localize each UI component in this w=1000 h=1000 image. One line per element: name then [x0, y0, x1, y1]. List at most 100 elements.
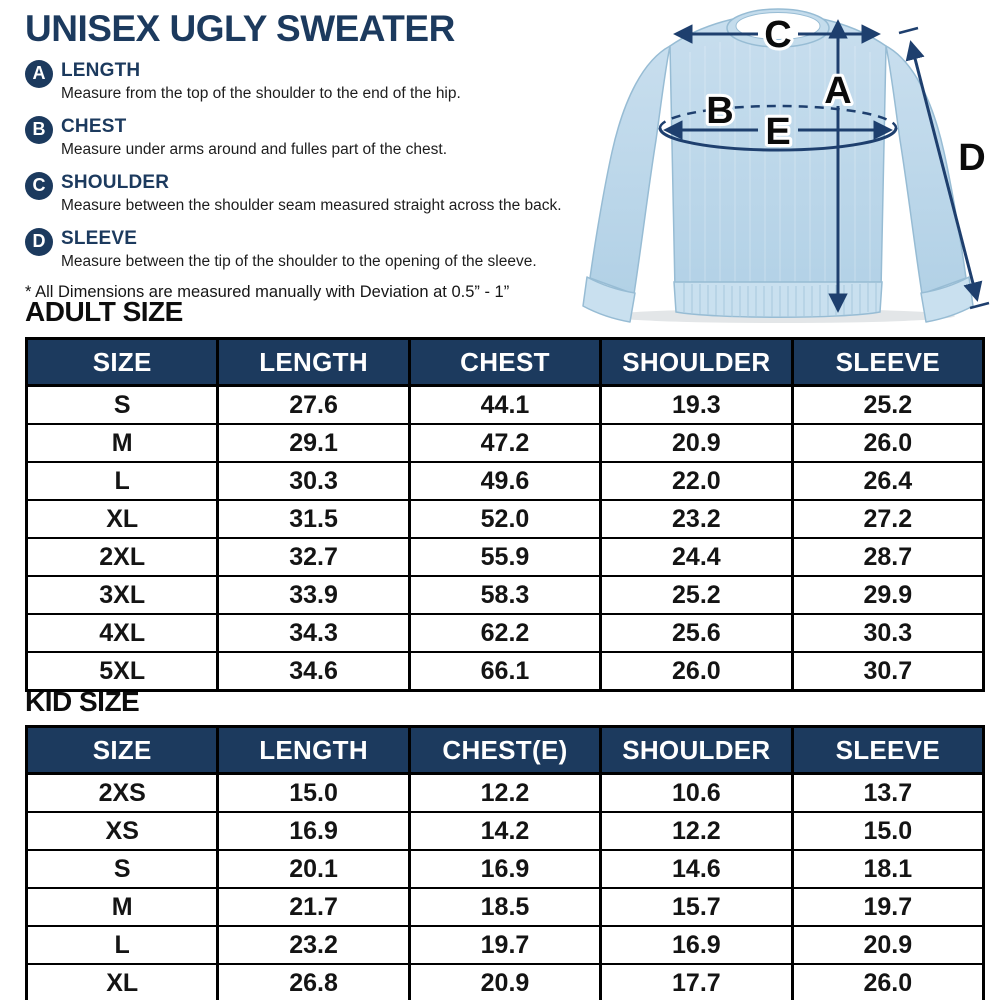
value-cell: 34.3	[216, 613, 411, 653]
value-cell: 29.1	[216, 423, 411, 463]
value-cell: 15.0	[790, 811, 986, 851]
value-cell: 44.1	[407, 384, 603, 425]
value-cell: 55.9	[407, 537, 603, 577]
value-cell: 18.1	[790, 849, 986, 889]
value-cell: 12.2	[407, 772, 603, 813]
adult-size-table: SIZE LENGTH CHEST SHOULDER SLEEVE S 27.6 44.1 1…	[24, 337, 986, 692]
value-cell: 18.5	[407, 887, 603, 927]
measurement-name: SHOULDER	[61, 171, 170, 193]
table-row: XL 31.5 52.0 23.2 27.2	[24, 499, 986, 539]
size-cell: 2XL	[24, 537, 220, 577]
deviation-note: * All Dimensions are measured manually w…	[25, 282, 510, 301]
measurement-item-length: A LENGTH Measure from the top of the sho…	[25, 59, 590, 105]
diagram-label-e: E	[765, 111, 790, 153]
measurement-guide: UNISEX UGLY SWEATER A LENGTH Measure fro…	[25, 9, 590, 302]
adult-size-heading: ADULT SIZE	[25, 296, 183, 327]
value-cell: 19.3	[599, 384, 794, 425]
size-cell: 3XL	[24, 575, 220, 615]
table-row: L 23.2 19.7 16.9 20.9	[24, 925, 986, 965]
value-cell: 66.1	[407, 651, 603, 692]
letter-badge-b: B	[25, 115, 53, 144]
value-cell: 17.7	[599, 963, 794, 1000]
value-cell: 16.9	[216, 811, 411, 851]
value-cell: 31.5	[216, 499, 411, 539]
measurement-name: SLEEVE	[61, 227, 138, 249]
value-cell: 30.3	[216, 461, 411, 501]
value-cell: 20.9	[407, 963, 603, 1000]
size-cell: 4XL	[24, 613, 220, 653]
value-cell: 58.3	[407, 575, 603, 615]
value-cell: 49.6	[407, 461, 603, 501]
value-cell: 22.0	[599, 461, 794, 501]
value-cell: 19.7	[790, 887, 986, 927]
size-cell: S	[24, 849, 220, 889]
table-row: XS 16.9 14.2 12.2 15.0	[24, 811, 986, 851]
column-header: SIZE	[24, 338, 220, 387]
value-cell: 25.6	[599, 613, 794, 653]
value-cell: 15.7	[599, 887, 794, 927]
diagram-label-a: A	[824, 70, 851, 112]
measurement-item-sleeve: D SLEEVE Measure between the tip of the …	[25, 227, 590, 273]
table-row: L 30.3 49.6 22.0 26.4	[24, 461, 986, 501]
value-cell: 26.0	[790, 423, 986, 463]
value-cell: 30.7	[790, 651, 986, 692]
table-row: 5XL 34.6 66.1 26.0 30.7	[24, 651, 986, 692]
size-cell: 5XL	[24, 651, 220, 692]
sweater-hem	[673, 281, 883, 318]
value-cell: 62.2	[407, 613, 603, 653]
value-cell: 20.1	[216, 849, 411, 889]
diagram-label-b: B	[706, 90, 733, 132]
value-cell: 21.7	[216, 887, 411, 927]
letter-badge-d: D	[25, 227, 53, 256]
size-cell: XL	[24, 963, 220, 1000]
value-cell: 20.9	[790, 925, 986, 965]
table-row: XL 26.8 20.9 17.7 26.0	[24, 963, 986, 1000]
letter-badge-c: C	[25, 171, 53, 200]
value-cell: 24.4	[599, 537, 794, 577]
column-header: SLEEVE	[790, 726, 986, 775]
column-header: SIZE	[24, 726, 220, 775]
size-cell: M	[24, 887, 220, 927]
value-cell: 15.0	[216, 772, 411, 813]
measurement-name: LENGTH	[61, 59, 141, 81]
value-cell: 27.6	[216, 384, 411, 425]
value-cell: 25.2	[790, 384, 986, 425]
table-row: M 21.7 18.5 15.7 19.7	[24, 887, 986, 927]
measurement-description: Measure between the shoulder seam measur…	[61, 196, 562, 214]
table-row: 3XL 33.9 58.3 25.2 29.9	[24, 575, 986, 615]
size-cell: M	[24, 423, 220, 463]
measurement-item-shoulder: C SHOULDER Measure between the shoulder …	[25, 171, 590, 217]
value-cell: 10.6	[599, 772, 794, 813]
column-header: CHEST(E)	[407, 726, 603, 775]
measurement-description: Measure between the tip of the shoulder …	[61, 252, 537, 270]
value-cell: 32.7	[216, 537, 411, 577]
value-cell: 16.9	[407, 849, 603, 889]
value-cell: 47.2	[407, 423, 603, 463]
value-cell: 34.6	[216, 651, 411, 692]
measurement-description: Measure from the top of the shoulder to …	[61, 84, 461, 102]
table-row: S 27.6 44.1 19.3 25.2	[24, 384, 986, 425]
column-header: SHOULDER	[599, 338, 794, 387]
size-cell: L	[24, 461, 220, 501]
value-cell: 13.7	[790, 772, 986, 813]
size-cell: L	[24, 925, 220, 965]
diagram-label-d: D	[958, 137, 985, 179]
measure-arrow-d	[898, 26, 990, 310]
value-cell: 52.0	[407, 499, 603, 539]
sweater-illustration: C A B E D	[582, 8, 990, 323]
measurement-name: CHEST	[61, 115, 127, 137]
value-cell: 14.6	[599, 849, 794, 889]
column-header: LENGTH	[216, 726, 411, 775]
size-cell: XL	[24, 499, 220, 539]
value-cell: 30.3	[790, 613, 986, 653]
measurement-item-chest: B CHEST Measure under arms around and fu…	[25, 115, 590, 161]
column-header: SLEEVE	[790, 338, 986, 387]
column-header: CHEST	[407, 338, 603, 387]
measurement-description: Measure under arms around and fulles par…	[61, 140, 447, 158]
kid-size-table: SIZE LENGTH CHEST(E) SHOULDER SLEEVE 2XS 15.0…	[24, 725, 986, 1000]
size-cell: XS	[24, 811, 220, 851]
table-row: M 29.1 47.2 20.9 26.0	[24, 423, 986, 463]
value-cell: 29.9	[790, 575, 986, 615]
header-row: SIZE LENGTH CHEST SHOULDER SLEEVE	[24, 338, 986, 387]
value-cell: 16.9	[599, 925, 794, 965]
